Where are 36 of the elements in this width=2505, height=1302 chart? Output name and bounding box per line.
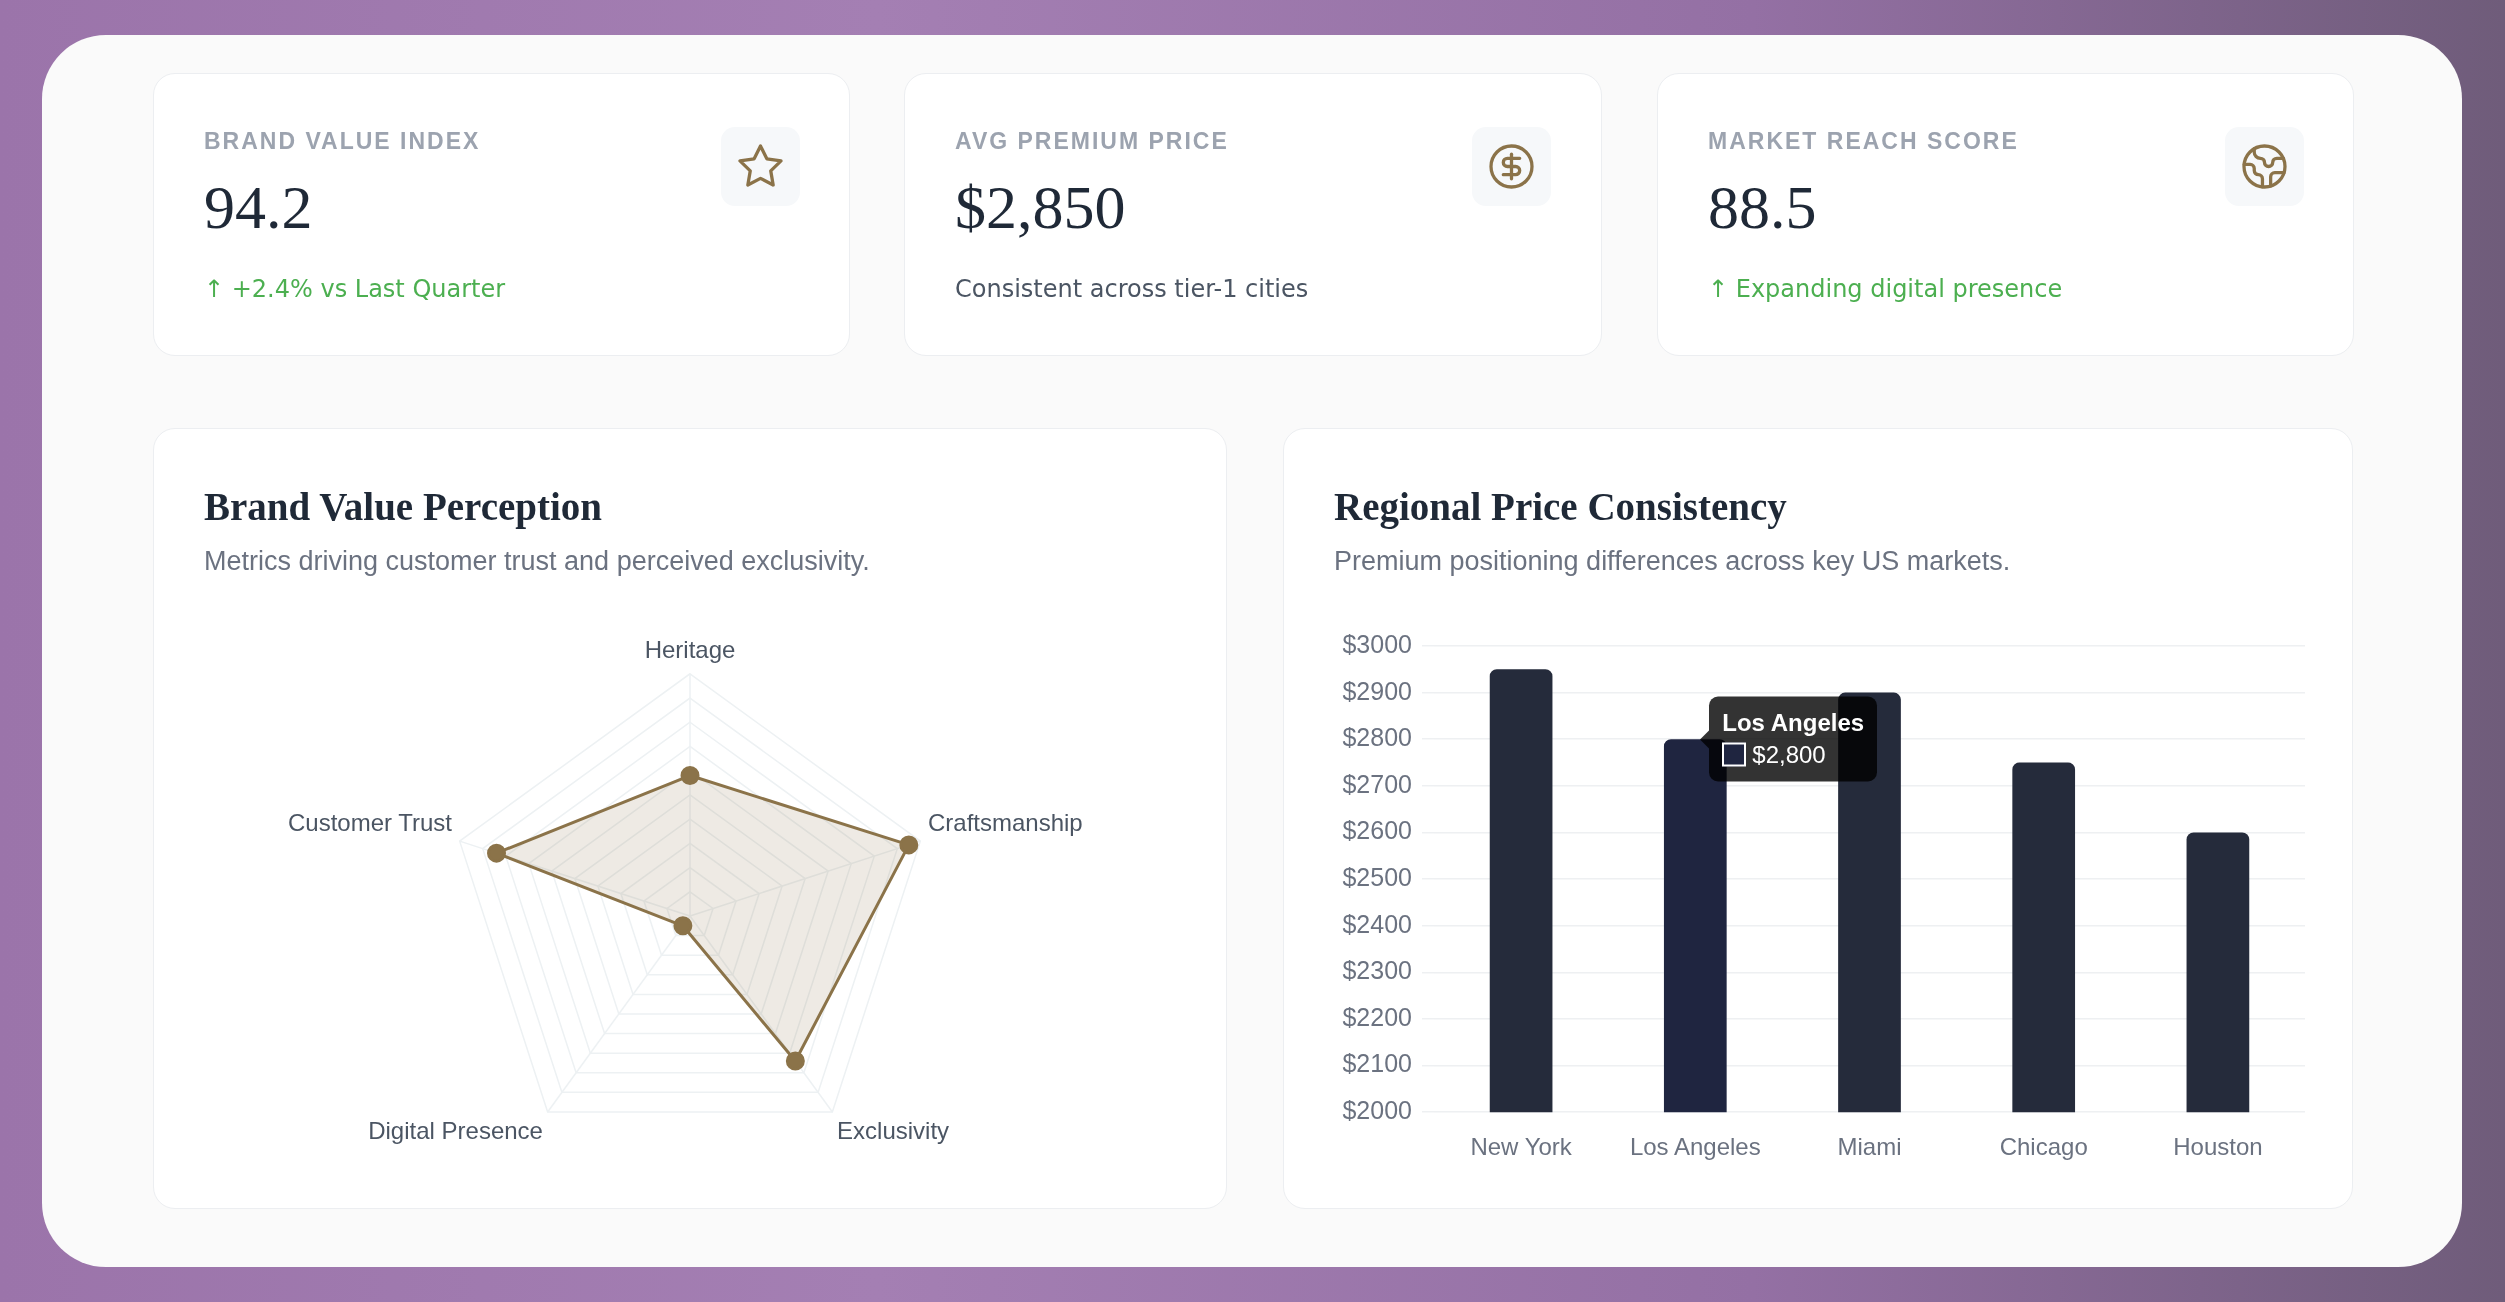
y-tick-label: $2600 — [1342, 816, 1412, 845]
chart-title: Regional Price Consistency — [1334, 484, 1787, 529]
y-tick-label: $2900 — [1342, 676, 1412, 705]
chart-subtitle: Metrics driving customer trust and perceived exclusivity. — [204, 546, 870, 577]
x-tick-label: Los Angeles — [1629, 1133, 1761, 1161]
x-tick-label: Chicago — [1999, 1133, 2088, 1161]
text: 94.2 — [204, 172, 313, 243]
text: ↑ Expanding digital presence — [1708, 275, 2063, 303]
spoke-label: Craftsmanship — [927, 808, 1083, 836]
y-tick-label: $3000 — [1342, 629, 1412, 658]
text: AVG PREMIUM PRICE — [955, 128, 1229, 155]
x-tick-label: New York — [1470, 1133, 1573, 1161]
text: 88.5 — [1708, 172, 1817, 243]
spoke-label: Heritage — [644, 636, 736, 664]
text: $2,850 — [955, 172, 1126, 243]
text: BRAND VALUE INDEX — [204, 128, 481, 155]
y-tick-label: $2200 — [1342, 1002, 1412, 1031]
x-tick-label: Miami — [1837, 1133, 1902, 1161]
spoke-label: Digital Presence — [368, 1117, 543, 1145]
y-tick-label: $2700 — [1342, 769, 1412, 798]
chart-title: Brand Value Perception — [204, 484, 602, 529]
y-tick-label: $2100 — [1342, 1049, 1412, 1078]
y-tick-label: $2800 — [1342, 723, 1412, 752]
x-tick-label: Houston — [2173, 1133, 2263, 1161]
text: MARKET REACH SCORE — [1708, 128, 2019, 155]
spoke-label: Customer Trust — [288, 808, 453, 836]
chart-subtitle: Premium positioning differences across key US markets. — [1334, 546, 2011, 577]
category-label: Los Angeles — [1722, 708, 1865, 736]
text: Consistent across tier-1 cities — [955, 275, 1309, 303]
text: ↑ +2.4% vs Last Quarter — [204, 275, 506, 303]
y-tick-label: $2400 — [1342, 909, 1412, 938]
y-tick-label: $2500 — [1342, 862, 1412, 891]
y-tick-label: $2300 — [1342, 956, 1412, 985]
annotation: $2,800 — [1752, 739, 1826, 770]
spoke-label: Exclusivity — [837, 1117, 950, 1145]
y-tick-label: $2000 — [1342, 1096, 1412, 1125]
